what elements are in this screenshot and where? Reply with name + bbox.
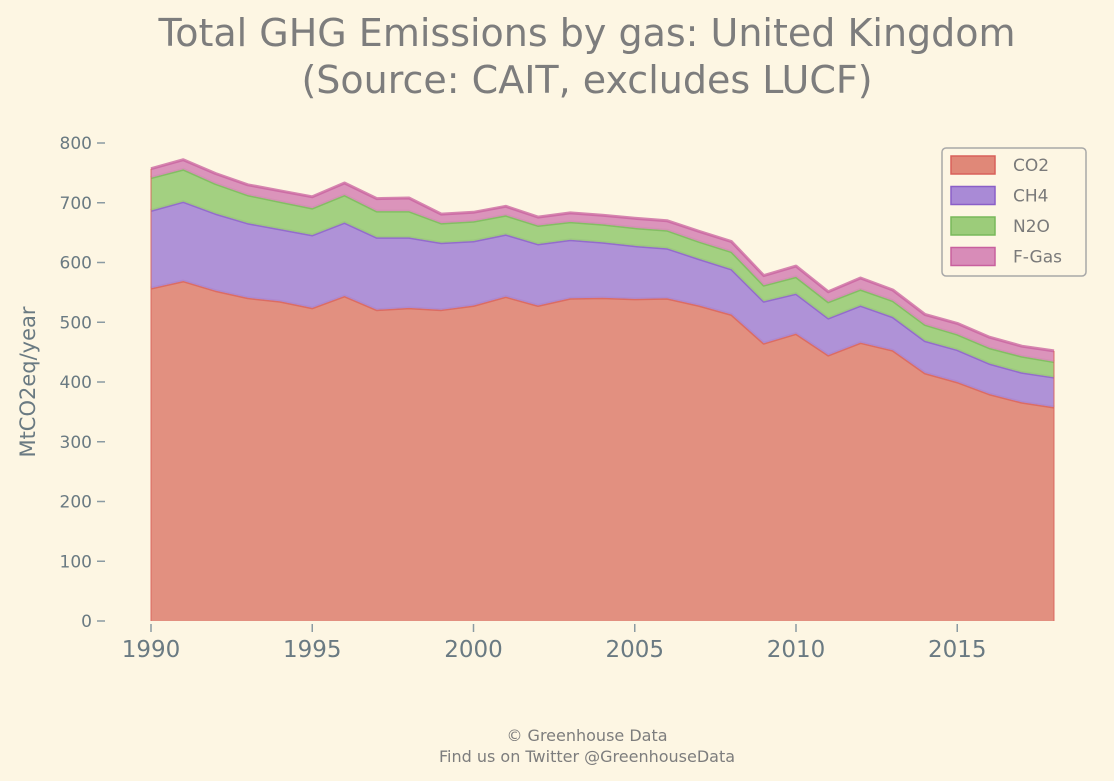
legend: CO2 CH4 N2O F-Gas: [941, 147, 1087, 277]
chart-title-line-1: Total GHG Emissions by gas: United Kingd…: [157, 11, 1015, 55]
x-tick-label: 2000: [444, 637, 503, 663]
y-axis-label: MtCO2eq/year: [16, 306, 40, 457]
x-tick-label: 2015: [928, 637, 987, 663]
legend-box: [941, 147, 1087, 277]
x-tick-label: 1990: [122, 637, 181, 663]
y-tick-label: 100: [60, 552, 92, 572]
y-tick-label: 200: [60, 493, 92, 513]
y-tick-label: 700: [60, 194, 92, 214]
legend-label-ch4: CH4: [1013, 187, 1048, 207]
area-f-gas-edge: [150, 158, 1055, 353]
area-series-group: [150, 158, 1055, 621]
legend-label-co2: CO2: [1013, 156, 1049, 176]
x-tick-label: 2010: [767, 637, 826, 663]
x-axis: 1990 1995 2000 2005 2010 2015: [122, 624, 987, 663]
y-axis: 0 100 200 300 400 500 600 700 800: [60, 134, 105, 632]
chart-title-line-2: (Source: CAIT, excludes LUCF): [301, 58, 872, 102]
x-tick-label: 1995: [283, 637, 342, 663]
y-tick-label: 800: [60, 134, 92, 154]
legend-label-n2o: N2O: [1013, 217, 1050, 237]
x-tick-label: 2005: [605, 637, 664, 663]
legend-label-f-gas: F-Gas: [1013, 248, 1062, 268]
footer-twitter: Find us on Twitter @GreenhouseData: [439, 747, 735, 766]
y-tick-label: 300: [60, 433, 92, 453]
legend-swatch-n2o: [950, 216, 996, 236]
y-tick-label: 400: [60, 373, 92, 393]
area-co2: [151, 281, 1054, 621]
area-n2o: [151, 169, 1054, 378]
area-ch4: [151, 201, 1054, 408]
y-tick-label: 600: [60, 254, 92, 274]
area-f-gas: [151, 159, 1054, 362]
y-tick-label: 500: [60, 313, 92, 333]
y-tick-label: 0: [81, 612, 92, 632]
footer-copyright: © Greenhouse Data: [506, 726, 667, 745]
legend-swatch-ch4: [950, 185, 996, 206]
legend-swatch-co2: [950, 155, 996, 175]
legend-swatch-f-gas: [950, 246, 996, 267]
